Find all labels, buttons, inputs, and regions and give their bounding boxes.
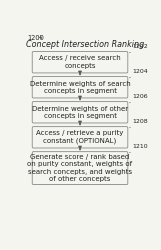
Text: 1208: 1208	[130, 119, 148, 128]
Text: 1204: 1204	[130, 69, 148, 78]
FancyBboxPatch shape	[32, 76, 128, 98]
FancyBboxPatch shape	[32, 52, 128, 73]
Text: 1202: 1202	[130, 44, 148, 53]
FancyBboxPatch shape	[32, 152, 128, 184]
Text: 1206: 1206	[130, 94, 148, 103]
Text: Determine weights of search
concepts in segment: Determine weights of search concepts in …	[30, 80, 130, 94]
Text: Access / retrieve a purity
constant (OPTIONAL): Access / retrieve a purity constant (OPT…	[36, 130, 124, 144]
Text: Determine weights of other
concepts in segment: Determine weights of other concepts in s…	[32, 106, 128, 119]
Text: 1200: 1200	[28, 35, 44, 41]
FancyBboxPatch shape	[32, 127, 128, 148]
Text: Access / receive search
concepts: Access / receive search concepts	[39, 56, 121, 69]
FancyBboxPatch shape	[32, 102, 128, 123]
Text: Generate score / rank based
on purity constant, weights of
search concepts, and : Generate score / rank based on purity co…	[28, 154, 133, 182]
Text: Concept Intersection Ranking: Concept Intersection Ranking	[26, 40, 144, 49]
Text: 1210: 1210	[130, 144, 148, 153]
